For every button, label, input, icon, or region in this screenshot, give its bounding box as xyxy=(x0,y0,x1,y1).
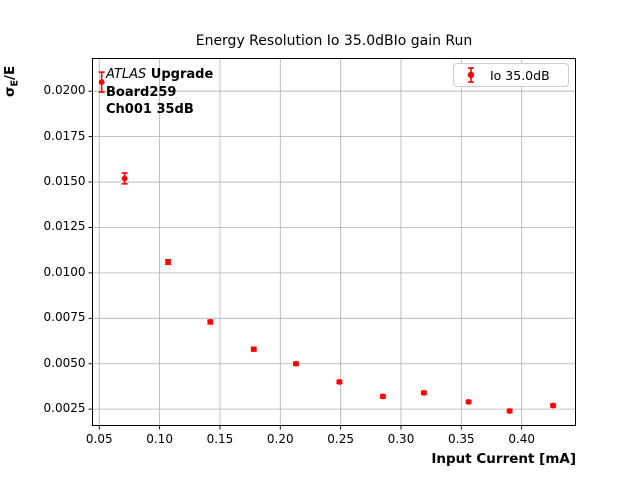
y-axis-label: σE/E xyxy=(2,66,21,97)
chart-title: Energy Resolution Io 35.0dBIo gain Run xyxy=(195,33,473,49)
data-point xyxy=(336,378,343,385)
data-point xyxy=(165,259,171,265)
experiment-phase: Upgrade xyxy=(146,67,214,82)
data-point xyxy=(379,393,386,400)
data-point xyxy=(250,346,257,353)
y-tick-label: 0.0025 xyxy=(43,401,86,416)
x-tick-label: 0.15 xyxy=(206,432,234,446)
data-point xyxy=(121,175,128,182)
data-point xyxy=(421,389,427,396)
sigma-subscript: E xyxy=(9,79,21,87)
y-tick-label: 0.0100 xyxy=(43,264,86,279)
sigma-symbol: σ xyxy=(2,86,18,97)
data-point xyxy=(293,360,299,367)
data-point xyxy=(550,402,556,409)
plot-annotation: ATLAS Upgrade Board259 Ch001 35dB xyxy=(106,66,213,119)
legend: Io 35.0dB xyxy=(453,63,569,87)
x-tick-label: 0.25 xyxy=(327,432,354,446)
x-tick-label: 0.05 xyxy=(85,432,113,446)
y-tick-label: 0.0125 xyxy=(43,219,86,234)
annotation-line-3: Ch001 35dB xyxy=(106,102,194,117)
x-tick-label: 0.40 xyxy=(508,432,536,446)
y-tick-label: 0.0075 xyxy=(43,310,86,325)
y-tick-label: 0.0150 xyxy=(43,174,86,189)
data-point xyxy=(207,319,214,325)
errorbar-marker-icon xyxy=(467,67,475,83)
annotation-line-2: Board259 xyxy=(106,84,177,100)
x-tick-label: 0.10 xyxy=(146,432,173,446)
annotation-line-1: ATLAS Upgrade xyxy=(106,66,213,84)
y-axis-label-rest: /E xyxy=(2,65,18,80)
data-point xyxy=(465,398,472,405)
experiment-name: ATLAS xyxy=(106,67,147,82)
y-tick-label: 0.0175 xyxy=(43,128,86,143)
x-axis-label: Input Current [mA] xyxy=(431,451,576,467)
axes-spines xyxy=(92,58,576,426)
legend-label: Io 35.0dB xyxy=(490,67,550,83)
x-tick-label: 0.20 xyxy=(266,432,294,446)
data-point xyxy=(506,408,513,414)
data-point xyxy=(98,79,105,86)
x-tick-label: 0.30 xyxy=(387,432,415,446)
y-tick-label: 0.0200 xyxy=(43,83,86,98)
x-tick-label: 0.35 xyxy=(447,432,475,446)
y-tick-label: 0.0050 xyxy=(43,355,86,370)
